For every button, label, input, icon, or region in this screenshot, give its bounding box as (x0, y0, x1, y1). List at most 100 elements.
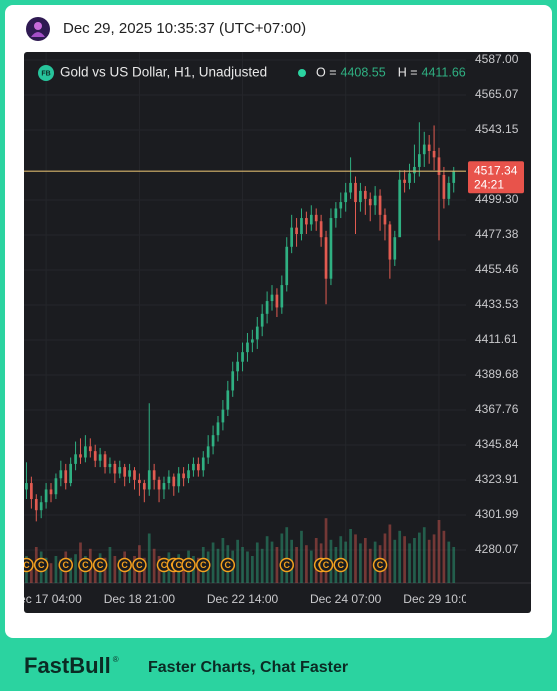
x-tick-label: Dec 29 10:00 (403, 592, 475, 606)
volume-bar (295, 547, 298, 583)
event-label: C (225, 560, 232, 570)
candle-body (452, 171, 456, 183)
y-tick-label: 4543.15 (475, 122, 519, 136)
volume-bar (452, 547, 456, 583)
candle-body (349, 182, 352, 193)
candle-body (265, 301, 269, 314)
chart-title: Gold vs US Dollar, H1, Unadjusted (60, 65, 267, 80)
y-tick-label: 4367.76 (475, 402, 519, 416)
candle-body (324, 237, 328, 279)
candle-body (398, 179, 402, 238)
candle-body (260, 313, 264, 327)
volume-bar (270, 541, 274, 583)
symbol-badge: FB (41, 70, 50, 77)
candle-body (59, 470, 63, 479)
candle-body (98, 454, 102, 461)
volume-bar (442, 530, 446, 583)
legend-value: 4411.66 (422, 65, 466, 79)
candle-body (49, 489, 53, 495)
volume-bar (403, 536, 406, 583)
y-tick-label: 4565.07 (475, 87, 519, 101)
tagline: Faster Charts, Chat Faster (148, 659, 348, 676)
symbol-icon (38, 65, 54, 81)
candle-body (319, 221, 323, 238)
candle-body (172, 476, 176, 487)
volume-bar (108, 547, 112, 583)
y-axis: 4587.00 4565.07 4543.15 4499.30 4477.38 4455.… (475, 52, 519, 556)
last-price-box (468, 161, 524, 194)
volume-bar (44, 557, 48, 583)
event-label: C (23, 560, 30, 570)
volume-bar (69, 557, 73, 583)
volume-bar (59, 559, 63, 583)
candle-body (314, 214, 318, 222)
legend-label: H = (398, 65, 418, 79)
volume-bar (408, 543, 411, 583)
volume-bar (255, 542, 259, 583)
candle-body (25, 483, 28, 490)
y-tick-label: 4280.07 (475, 542, 519, 556)
candle-body (413, 166, 416, 174)
candle-body (270, 294, 274, 302)
candle-body (177, 473, 181, 487)
volume-bar (251, 556, 254, 583)
volume-bar (260, 548, 264, 583)
timestamp: Dec 29, 2025 10:35:37 (UTC+07:00) (63, 20, 306, 37)
candle-body (103, 454, 107, 468)
y-tick-label: 4477.38 (475, 227, 519, 241)
volume-bar (147, 533, 151, 583)
candle-body (309, 214, 313, 225)
volume-bar (427, 539, 431, 583)
candle-body (300, 218, 303, 235)
x-tick-label: Dec 17 04:00 (10, 592, 82, 606)
volume-bar (359, 543, 362, 583)
candle-body (231, 371, 235, 391)
volume-bar (383, 533, 387, 583)
y-tick-label: 4411.61 (475, 332, 518, 346)
volume-bar (93, 560, 97, 583)
volume-bar (275, 547, 279, 583)
volume-bar (241, 547, 244, 583)
candle-body (432, 150, 436, 158)
candle-body (162, 483, 166, 490)
event-marker (220, 557, 236, 573)
event-marker (333, 557, 349, 573)
candle-body (275, 294, 279, 308)
candle-body (138, 479, 141, 484)
event-marker (318, 557, 334, 573)
candle-body (226, 390, 230, 410)
y-tick-label: 4323.91 (475, 472, 519, 486)
legend-value: 4408.55 (341, 65, 386, 79)
event-label: C (185, 560, 192, 570)
avatar-body (31, 32, 45, 37)
candle-body (216, 422, 220, 436)
candle-body (157, 479, 161, 490)
event-label: C (377, 560, 384, 570)
event-label: C (323, 560, 330, 570)
candle-body (128, 470, 131, 477)
event-label: C (38, 560, 45, 570)
x-tick-label: Dec 18 21:00 (104, 592, 176, 606)
event-label: C (200, 560, 207, 570)
volume-bar (74, 554, 77, 583)
event-layer: CCCCCCCCCCCCCCCCCC (23, 557, 388, 573)
candle-body (417, 154, 421, 167)
x-tick-label: Dec 22 14:00 (207, 592, 279, 606)
candle-body (403, 179, 406, 183)
event-label: C (338, 560, 345, 570)
candle-body (196, 463, 200, 471)
candle-body (246, 342, 249, 353)
volume-bar (49, 563, 53, 583)
candle-body (147, 470, 151, 490)
y-tick-label: 4389.68 (475, 367, 519, 381)
candle-body (354, 182, 357, 203)
event-marker (279, 557, 294, 573)
candle-body (211, 435, 215, 447)
candle-body (368, 198, 372, 206)
candle-body (339, 202, 343, 209)
legend: FB Gold vs US Dollar, H1, Unadjusted O =… (38, 65, 466, 81)
volume-bar (118, 559, 122, 583)
candle-body (359, 190, 362, 203)
volume-bar (280, 533, 284, 583)
